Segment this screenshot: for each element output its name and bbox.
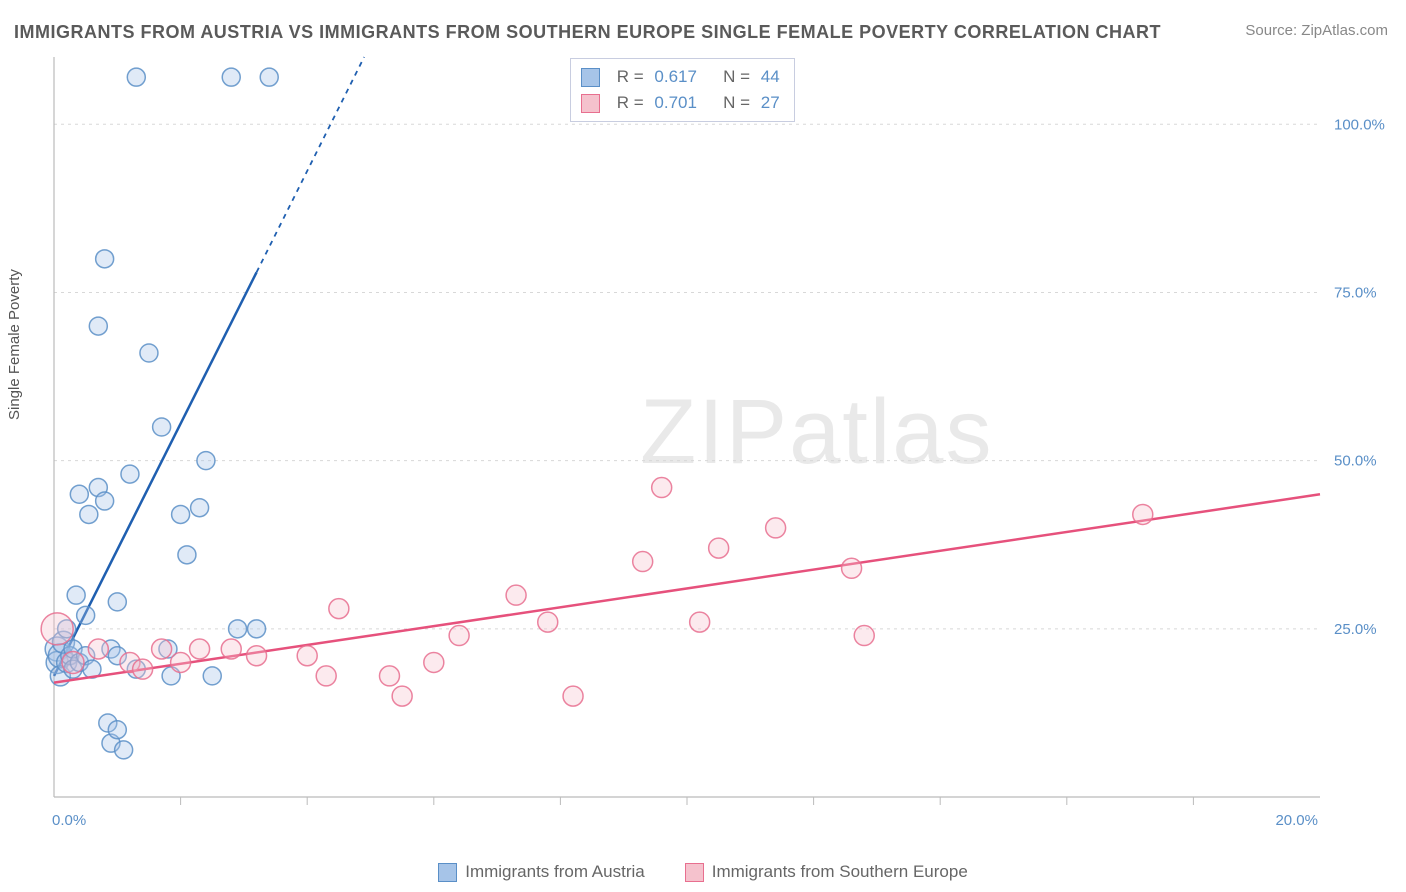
svg-text:75.0%: 75.0% (1334, 284, 1377, 301)
y-axis-label: Single Female Poverty (6, 269, 23, 420)
source-label: Source: (1245, 22, 1301, 39)
legend-item-seurope: Immigrants from Southern Europe (685, 862, 968, 882)
chart-svg: 25.0% 50.0% 75.0% 100.0% 0.0% 20.0% (50, 55, 1390, 835)
legend-swatch-seurope (581, 94, 600, 113)
legend-series: Immigrants from Austria Immigrants from … (0, 862, 1406, 882)
legend-swatch-austria-b (438, 863, 457, 882)
legend-item-austria: Immigrants from Austria (438, 862, 645, 882)
svg-text:0.0%: 0.0% (52, 812, 86, 829)
plot-area: 25.0% 50.0% 75.0% 100.0% 0.0% 20.0% (50, 55, 1390, 835)
legend-swatch-austria (581, 68, 600, 87)
legend-swatch-seurope-b (685, 863, 704, 882)
source-value: ZipAtlas.com (1301, 22, 1388, 39)
r-value-austria: 0.617 (654, 64, 697, 90)
r-label-austria: R = (617, 64, 649, 90)
n-value-austria: 44 (761, 64, 780, 90)
legend-label-seurope: Immigrants from Southern Europe (712, 862, 968, 882)
n-label-seurope: N = (723, 90, 755, 116)
svg-text:50.0%: 50.0% (1334, 453, 1377, 470)
legend-stats-row-austria: R = 0.617 N = 44 (581, 64, 780, 90)
n-label-austria: N = (723, 64, 755, 90)
chart-title: IMMIGRANTS FROM AUSTRIA VS IMMIGRANTS FR… (14, 22, 1161, 43)
legend-label-austria: Immigrants from Austria (465, 862, 645, 882)
svg-text:20.0%: 20.0% (1275, 812, 1318, 829)
r-label-seurope: R = (617, 90, 649, 116)
legend-stats: R = 0.617 N = 44 R = 0.701 N = 27 (570, 58, 795, 122)
n-value-seurope: 27 (761, 90, 780, 116)
svg-text:100.0%: 100.0% (1334, 116, 1385, 133)
legend-stats-row-seurope: R = 0.701 N = 27 (581, 90, 780, 116)
svg-text:25.0%: 25.0% (1334, 621, 1377, 638)
r-value-seurope: 0.701 (654, 90, 697, 116)
source-attribution: Source: ZipAtlas.com (1245, 22, 1388, 39)
